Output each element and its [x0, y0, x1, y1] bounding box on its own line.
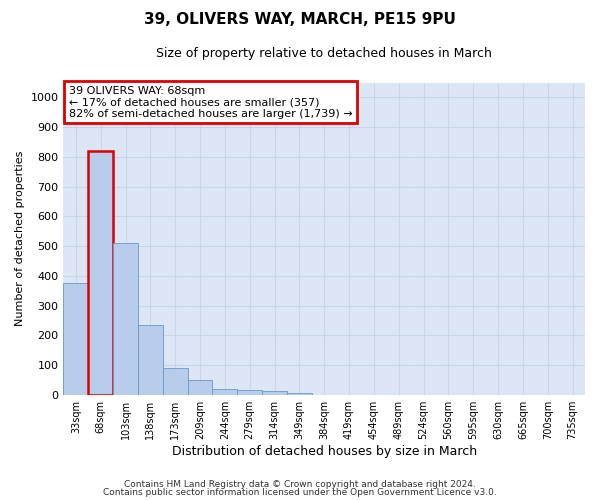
- Y-axis label: Number of detached properties: Number of detached properties: [15, 151, 25, 326]
- Bar: [287, 393, 312, 394]
- Bar: [64, 283, 88, 395]
- Bar: [188, 380, 212, 394]
- Bar: [163, 368, 188, 394]
- Bar: [88, 151, 113, 394]
- Bar: [237, 390, 262, 394]
- Text: Contains HM Land Registry data © Crown copyright and database right 2024.: Contains HM Land Registry data © Crown c…: [124, 480, 476, 489]
- Text: 39, OLIVERS WAY, MARCH, PE15 9PU: 39, OLIVERS WAY, MARCH, PE15 9PU: [144, 12, 456, 28]
- X-axis label: Distribution of detached houses by size in March: Distribution of detached houses by size …: [172, 444, 477, 458]
- Bar: [212, 390, 237, 394]
- Text: Contains public sector information licensed under the Open Government Licence v3: Contains public sector information licen…: [103, 488, 497, 497]
- Bar: [138, 325, 163, 394]
- Bar: [262, 392, 287, 394]
- Text: 39 OLIVERS WAY: 68sqm
← 17% of detached houses are smaller (357)
82% of semi-det: 39 OLIVERS WAY: 68sqm ← 17% of detached …: [68, 86, 352, 119]
- Title: Size of property relative to detached houses in March: Size of property relative to detached ho…: [156, 48, 492, 60]
- Bar: [113, 243, 138, 394]
